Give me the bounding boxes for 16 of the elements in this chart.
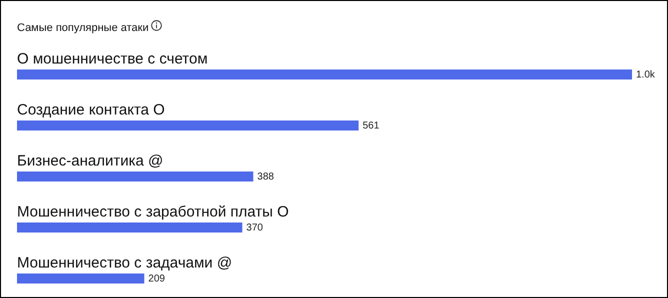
y-tick-label: Мошенничество с задачами @ xyxy=(17,254,232,272)
data-label: 561 xyxy=(362,120,380,132)
y-tick-label: Создание контакта О xyxy=(17,102,165,118)
bar xyxy=(17,222,242,232)
bar xyxy=(17,70,632,80)
chart-title: Самые популярные атаки xyxy=(17,22,149,34)
bar xyxy=(17,120,359,130)
data-label: 209 xyxy=(148,274,166,284)
y-tick-label: О мошенничестве с счетом xyxy=(17,50,208,68)
data-label: 1.0k xyxy=(636,70,656,80)
data-label: 370 xyxy=(246,222,264,234)
data-label: 388 xyxy=(257,172,274,182)
y-tick-label: Мошенничество с заработной платы О xyxy=(17,204,289,220)
y-tick-label: Бизнес-аналитика @ xyxy=(17,152,164,170)
bar xyxy=(17,274,144,284)
bar xyxy=(17,172,254,182)
